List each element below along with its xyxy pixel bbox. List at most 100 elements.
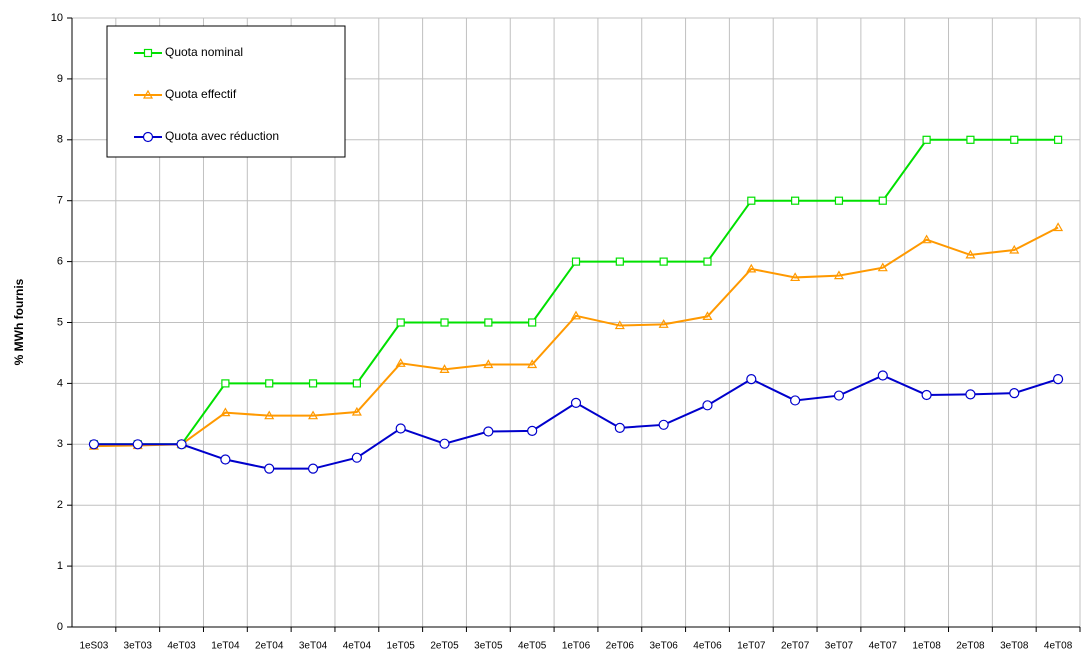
x-tick-label: 2eT06 — [606, 641, 635, 652]
marker — [659, 257, 668, 266]
series-line — [93, 226, 1059, 448]
marker — [790, 272, 801, 282]
marker — [527, 359, 538, 369]
x-tick-label: 2eT05 — [430, 641, 459, 652]
marker — [396, 318, 405, 327]
marker — [615, 257, 624, 266]
y-tick-label: 9 — [57, 73, 63, 85]
marker — [790, 395, 801, 406]
x-tick-label: 3eT06 — [649, 641, 678, 652]
marker — [142, 131, 154, 143]
marker — [877, 262, 888, 272]
marker — [483, 426, 494, 437]
marker — [352, 379, 361, 388]
marker — [351, 406, 362, 416]
marker — [1010, 135, 1019, 144]
marker — [878, 196, 887, 205]
marker — [570, 310, 582, 320]
x-tick-label: 4eT03 — [167, 641, 196, 652]
marker — [746, 263, 757, 273]
x-tick-label: 1eT06 — [562, 641, 591, 652]
marker — [702, 311, 713, 321]
marker — [965, 249, 976, 259]
legend-box — [106, 25, 346, 158]
marker — [440, 318, 449, 327]
marker — [658, 419, 669, 430]
x-tick-label: 4eT08 — [1044, 641, 1073, 652]
marker — [439, 364, 450, 373]
x-tick-label: 3eT03 — [124, 641, 153, 652]
marker — [965, 389, 976, 400]
marker — [833, 390, 845, 401]
x-tick-label: 4eT07 — [869, 641, 898, 652]
x-tick-label: 1eT05 — [387, 641, 416, 652]
marker — [571, 257, 581, 266]
marker — [877, 370, 888, 381]
marker — [265, 379, 274, 388]
marker — [966, 135, 975, 144]
marker — [921, 234, 932, 244]
marker — [702, 400, 713, 411]
marker — [614, 422, 625, 433]
marker — [143, 48, 153, 58]
marker — [132, 439, 143, 450]
x-tick-label: 1eT04 — [211, 641, 240, 652]
marker — [921, 389, 932, 401]
y-tick-label: 0 — [57, 621, 63, 633]
x-tick-label: 4eT06 — [693, 641, 722, 652]
y-axis-label: % MWh fournis — [12, 278, 26, 365]
marker — [703, 257, 712, 266]
y-tick-label: 4 — [57, 377, 63, 389]
x-tick-label: 1eT08 — [912, 641, 941, 652]
y-tick-label: 5 — [57, 316, 63, 328]
x-tick-label: 3eT07 — [825, 641, 854, 652]
marker — [1053, 135, 1063, 144]
marker — [395, 423, 406, 434]
marker — [658, 319, 669, 328]
y-tick-label: 2 — [57, 499, 63, 511]
marker — [833, 270, 844, 280]
marker — [791, 196, 800, 205]
y-tick-label: 8 — [57, 134, 63, 146]
y-tick-label: 10 — [51, 12, 63, 24]
marker — [264, 410, 275, 420]
marker — [1052, 374, 1064, 385]
x-tick-label: 4eT04 — [343, 641, 372, 652]
x-tick-label: 3eT04 — [299, 641, 328, 652]
x-tick-label: 4eT05 — [518, 641, 547, 652]
marker — [922, 135, 931, 144]
marker — [834, 196, 844, 205]
marker — [221, 379, 230, 388]
marker — [746, 374, 757, 385]
marker — [308, 410, 319, 420]
x-tick-label: 3eT08 — [1000, 641, 1029, 652]
marker — [570, 397, 582, 408]
marker — [1009, 244, 1020, 254]
y-tick-label: 3 — [57, 438, 63, 450]
marker — [351, 452, 362, 463]
marker — [439, 438, 450, 449]
marker — [264, 463, 275, 474]
x-tick-label: 2eT04 — [255, 641, 284, 652]
marker — [614, 320, 625, 330]
marker — [527, 425, 538, 437]
marker — [220, 454, 231, 465]
marker — [747, 196, 756, 205]
marker — [395, 358, 406, 367]
marker — [1053, 222, 1064, 232]
marker — [308, 379, 318, 388]
legend-label: Quota nominal — [165, 45, 243, 59]
marker — [176, 439, 187, 450]
marker — [88, 439, 100, 450]
legend-label: Quota effectif — [165, 87, 237, 101]
y-tick-label: 1 — [57, 560, 63, 572]
x-tick-label: 2eT08 — [956, 641, 985, 652]
x-tick-label: 3eT05 — [474, 641, 503, 652]
y-tick-label: 6 — [57, 256, 63, 268]
y-tick-label: 7 — [57, 195, 63, 207]
marker — [1009, 388, 1020, 399]
x-tick-label: 1eT07 — [737, 641, 766, 652]
marker — [484, 318, 493, 327]
legend-label: Quota avec réduction — [165, 129, 279, 143]
